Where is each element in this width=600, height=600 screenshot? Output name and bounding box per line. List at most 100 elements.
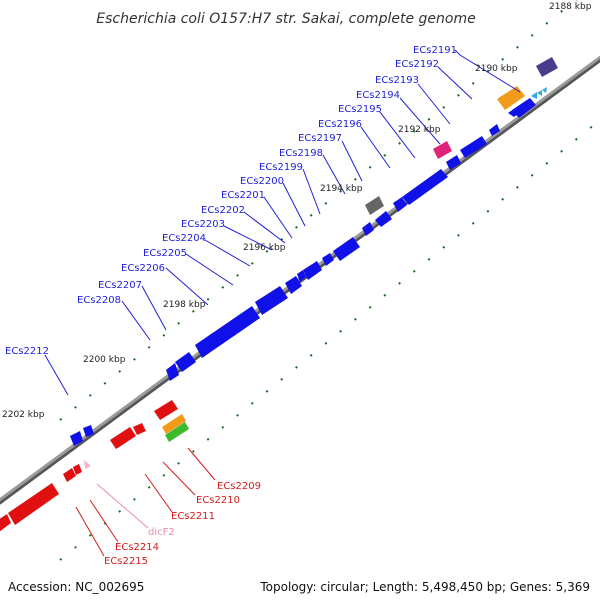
gene-ecs2204[interactable] xyxy=(297,270,306,282)
label-leader-lines xyxy=(44,49,521,557)
rna-feature-orange-upper[interactable] xyxy=(497,86,525,110)
leader-ecs2208 xyxy=(121,300,151,341)
gene-ecs2211[interactable] xyxy=(133,423,146,435)
gene-ecs2198[interactable] xyxy=(393,197,407,212)
tick-label: 2196 kbp xyxy=(243,243,286,253)
gene-ecs2201[interactable] xyxy=(333,237,360,261)
tick-label: 2198 kbp xyxy=(163,300,206,310)
leader-ecs2211 xyxy=(144,473,173,513)
leader-ecs2193 xyxy=(417,83,451,125)
leader-ecs2203 xyxy=(223,225,273,251)
forward-strand-genes xyxy=(70,98,536,446)
rna-feature-cyan-3[interactable] xyxy=(542,87,547,93)
gene-ecs2192[interactable] xyxy=(512,98,536,118)
leader-ecs2210 xyxy=(162,461,196,496)
gene-label[interactable]: ECs2206 xyxy=(121,263,165,274)
gene-ecs2209[interactable] xyxy=(154,400,178,420)
gene-ecs2197[interactable] xyxy=(402,169,448,205)
gene-label[interactable]: ECs2197 xyxy=(298,133,342,144)
gene-label[interactable]: ECs2194 xyxy=(356,90,400,101)
tick-label: 2192 kbp xyxy=(398,125,441,135)
leader-ecs2192 xyxy=(437,66,473,100)
leader-ecs2197 xyxy=(341,140,363,182)
gene-label[interactable]: dicF2 xyxy=(148,527,175,538)
leader-ecs2212 xyxy=(44,354,69,396)
gene-ecs2205[interactable] xyxy=(285,276,302,294)
gene-label[interactable]: ECs2203 xyxy=(181,219,225,230)
tick-label: 2194 kbp xyxy=(320,184,363,194)
map-title: Escherichia coli O157:H7 str. Sakai, com… xyxy=(96,11,475,27)
rna-feature-cyan-2[interactable] xyxy=(537,90,542,96)
leader-ecs2194 xyxy=(399,97,441,145)
gene-ecs2212[interactable] xyxy=(70,431,83,446)
accession-label: Accession: NC_002695 xyxy=(8,580,145,594)
leader-ecs2207 xyxy=(141,285,167,331)
tick-label: 2190 kbp xyxy=(475,64,518,74)
rna-feature-cyan-1[interactable] xyxy=(531,92,537,99)
gene-label[interactable]: ECs2208 xyxy=(77,295,121,306)
leader-dicf2 xyxy=(96,483,149,529)
gene-ecs2195[interactable] xyxy=(460,136,487,158)
gene-ecs2206[interactable] xyxy=(255,286,288,315)
gene-ecs2194[interactable] xyxy=(489,124,500,136)
rna-feature-orange-lower[interactable] xyxy=(162,414,186,434)
reverse-strand-genes xyxy=(0,400,178,532)
gene-ecs2196[interactable] xyxy=(446,155,461,170)
gene-label[interactable]: ECs2207 xyxy=(98,280,142,291)
gene-label[interactable]: ECs2210 xyxy=(196,495,240,506)
gene-ecs2216[interactable] xyxy=(0,514,11,532)
gene-ecs2215[interactable] xyxy=(8,483,59,525)
gene-ecs2200[interactable] xyxy=(362,222,374,236)
gene-label[interactable]: ECs2195 xyxy=(338,104,382,115)
leader-ecs2199 xyxy=(302,168,321,215)
gene-label[interactable]: ECs2200 xyxy=(240,176,284,187)
gene-ecs2214b[interactable] xyxy=(73,464,82,475)
gene-label[interactable]: ECs2212 xyxy=(5,346,49,357)
gene-label[interactable]: ECs2214 xyxy=(115,542,159,553)
leader-ecs2200 xyxy=(282,182,306,227)
gene-label[interactable]: ECs2193 xyxy=(375,75,419,86)
genome-summary-label: Topology: circular; Length: 5,498,450 bp… xyxy=(260,580,590,594)
tick-labels: 2188 kbp 2190 kbp 2192 kbp 2194 kbp 2196… xyxy=(2,2,592,420)
leader-ecs2215 xyxy=(75,506,105,557)
repeat-feature-purple[interactable] xyxy=(536,57,558,77)
gene-ecs2202[interactable] xyxy=(322,253,334,266)
gene-ecs2212b[interactable] xyxy=(83,425,94,437)
dicf2-feature[interactable] xyxy=(84,460,91,469)
gene-label[interactable]: ECs2199 xyxy=(259,162,303,173)
gene-label[interactable]: ECs2198 xyxy=(279,148,323,159)
rna-feature-green[interactable] xyxy=(165,422,189,442)
gene-label[interactable]: ECs2211 xyxy=(171,511,215,522)
leader-ecs2202 xyxy=(243,211,286,244)
gene-label[interactable]: ECs2215 xyxy=(104,556,148,567)
tick-label: 2202 kbp xyxy=(2,410,45,420)
gene-label[interactable]: ECs2196 xyxy=(318,119,362,130)
leader-ecs2195 xyxy=(379,111,416,159)
gene-label[interactable]: ECs2202 xyxy=(201,205,245,216)
repeat-feature-gray[interactable] xyxy=(365,196,384,215)
gene-ecs2207[interactable] xyxy=(195,306,260,358)
outer-tick-ring xyxy=(59,0,578,421)
leader-ecs2214 xyxy=(89,499,119,543)
gene-label[interactable]: ECs2192 xyxy=(395,59,439,70)
misc-features xyxy=(84,57,558,469)
gene-ecs2203[interactable] xyxy=(303,261,322,280)
gene-ecs2199[interactable] xyxy=(375,211,392,227)
gene-label[interactable]: ECs2191 xyxy=(413,45,457,56)
tick-label: 2200 kbp xyxy=(83,355,126,365)
leader-ecs2196 xyxy=(360,126,391,169)
gene-label[interactable]: ECs2201 xyxy=(221,190,265,201)
gene-ecs2214[interactable] xyxy=(63,468,76,482)
gene-label[interactable]: ECs2204 xyxy=(162,233,206,244)
gene-ecs2208b[interactable] xyxy=(166,363,179,381)
gene-ecs2210[interactable] xyxy=(110,427,136,449)
gene-ecs2208[interactable] xyxy=(175,352,196,372)
gene-label[interactable]: ECs2209 xyxy=(217,481,261,492)
leader-ecs2204 xyxy=(204,239,251,267)
repeat-feature-magenta[interactable] xyxy=(433,141,452,159)
tick-label: 2188 kbp xyxy=(549,2,592,12)
leader-ecs2198 xyxy=(322,154,346,195)
gene-label[interactable]: ECs2205 xyxy=(143,248,187,259)
